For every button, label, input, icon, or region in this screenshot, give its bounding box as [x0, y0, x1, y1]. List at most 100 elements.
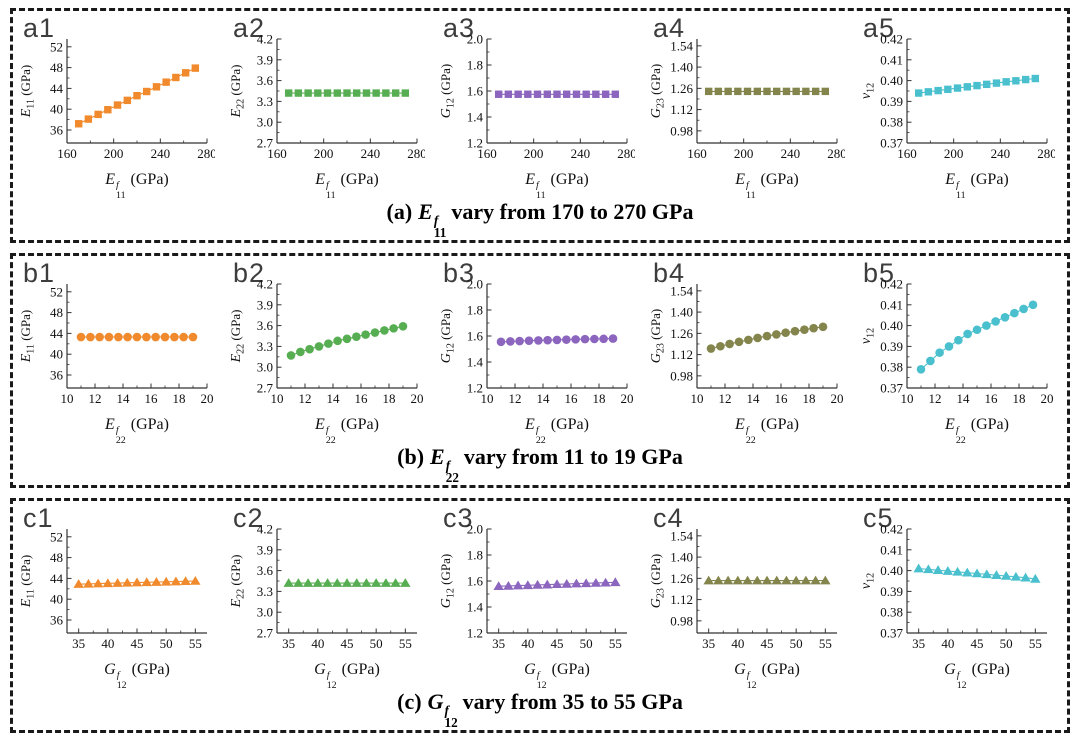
- y-tick-label: 0.42: [880, 32, 903, 47]
- x-tick-label: 160: [897, 146, 917, 161]
- panel-tag-b2: b2: [233, 258, 266, 288]
- x-tick-label: 280: [1037, 146, 1055, 161]
- panel-tag-b4: b4: [653, 258, 686, 288]
- y-axis-label: E22 (GPa): [228, 65, 247, 119]
- y-tick-label: 1.8: [467, 548, 483, 563]
- y-tick-label: 0.40: [880, 73, 903, 88]
- data-series: [494, 90, 620, 98]
- y-tick-label: 3.3: [257, 94, 273, 109]
- y-tick-label: 1.40: [670, 550, 693, 565]
- y-axis-label: G12 (GPa): [438, 64, 457, 118]
- y-tick-label: 3.3: [257, 339, 273, 354]
- data-series: [496, 334, 618, 347]
- y-axis-label: E11 (GPa): [18, 310, 37, 364]
- x-tick-label: 10: [271, 391, 284, 406]
- data-series: [493, 577, 621, 590]
- y-tick-label: 1.26: [670, 571, 693, 586]
- y-tick-label: 4.2: [257, 32, 273, 47]
- y-tick-label: 0.98: [670, 123, 693, 138]
- x-tick-label: 35: [702, 636, 715, 651]
- y-tick-label: 1.2: [467, 626, 483, 641]
- x-tick-label: 10: [61, 391, 74, 406]
- caption-prefix: (a): [386, 198, 413, 224]
- x-tick-label: 50: [160, 636, 173, 651]
- panel-tag-a4: a4: [653, 13, 686, 43]
- x-tick-label: 35: [282, 636, 295, 651]
- data-series: [703, 575, 831, 585]
- panel-tag-a2: a2: [233, 13, 266, 43]
- y-tick-label: 0.37: [880, 136, 903, 151]
- y-tick-label: 1.6: [467, 84, 484, 99]
- x-tick-label: 35: [492, 636, 505, 651]
- x-tick-label: 16: [565, 391, 579, 406]
- x-tick-label: 40: [521, 636, 534, 651]
- y-tick-label: 1.8: [467, 303, 483, 318]
- x-tick-label: 45: [551, 636, 564, 651]
- x-tick-label: 18: [173, 391, 186, 406]
- y-tick-label: 2.7: [257, 136, 274, 151]
- panel-tag-c2: c2: [233, 503, 264, 533]
- x-tick-label: 10: [481, 391, 494, 406]
- y-tick-label: 3.6: [257, 563, 274, 578]
- x-tick-label: 200: [314, 146, 334, 161]
- subplot-c5: c5 0.37 0.38 0.39 0.40 0.41 0.42 35 40 45 50 55 v12 G…: [855, 503, 1061, 701]
- x-tick-label: 16: [355, 391, 369, 406]
- x-tick-label: 14: [537, 391, 551, 406]
- y-tick-label: 1.12: [670, 347, 693, 362]
- caption-text: vary from 35 to 55 GPa: [462, 688, 683, 714]
- y-tick-label: 44: [50, 571, 64, 586]
- subplot-b1-chart: 36 40 44 48 52 10 12 14 16 18 20 E11 (GPa): [18, 284, 214, 406]
- x-tick-label: 240: [571, 146, 591, 161]
- y-tick-label: 0.42: [880, 277, 903, 292]
- y-tick-label: 0.38: [880, 605, 903, 620]
- panel-tag-a3: a3: [443, 13, 476, 43]
- panel-tag-b5: b5: [863, 258, 896, 288]
- y-axis-label: v12: [859, 573, 877, 589]
- y-tick-label: 2.0: [467, 522, 483, 537]
- data-series: [706, 322, 828, 353]
- y-tick-label: 1.54: [670, 528, 693, 543]
- x-tick-label: 45: [761, 636, 774, 651]
- x-tick-label: 12: [929, 391, 942, 406]
- subplot-a2: a2 2.7 3.0 3.3 3.6 3.9 4.2 160 200 240 280 E22 (GPa…: [225, 13, 431, 211]
- x-tick-label: 45: [131, 636, 144, 651]
- y-tick-label: 0.98: [670, 613, 693, 628]
- x-tick-label: 16: [775, 391, 789, 406]
- data-series: [74, 64, 200, 128]
- x-tick-label: 200: [104, 146, 124, 161]
- subplot-a2-chart: 2.7 3.0 3.3 3.6 3.9 4.2 160 200 240 280 E22 (GPa): [228, 32, 425, 162]
- subplot-b5-chart: 0.37 0.38 0.39 0.40 0.41 0.42 10 12 14 16 18 20 v12: [859, 277, 1054, 407]
- data-series: [916, 300, 1038, 374]
- y-tick-label: 40: [50, 347, 63, 362]
- y-tick-label: 2.7: [257, 381, 274, 396]
- y-tick-label: 36: [50, 368, 64, 383]
- y-tick-label: 3.0: [257, 360, 273, 375]
- x-tick-label: 200: [944, 146, 964, 161]
- y-tick-label: 44: [50, 326, 64, 341]
- subplot-c3-chart: 1.2 1.4 1.6 1.8 2.0 35 40 45 50 55 G12 (GPa): [438, 522, 627, 651]
- y-tick-label: 3.9: [257, 52, 273, 67]
- subplot-c4-chart: 0.98 1.12 1.26 1.40 1.54 35 40 45 50 55 G23 (GPa): [648, 528, 837, 651]
- panel-tag-c5: c5: [863, 503, 894, 533]
- y-tick-label: 0.41: [880, 297, 903, 312]
- data-series: [283, 578, 411, 587]
- data-series: [76, 332, 198, 342]
- y-tick-label: 1.54: [670, 283, 693, 298]
- y-tick-label: 2.7: [257, 626, 274, 641]
- y-tick-label: 48: [50, 305, 63, 320]
- data-series: [913, 563, 1041, 583]
- x-tick-label: 50: [790, 636, 803, 651]
- x-tick-label: 50: [1000, 636, 1013, 651]
